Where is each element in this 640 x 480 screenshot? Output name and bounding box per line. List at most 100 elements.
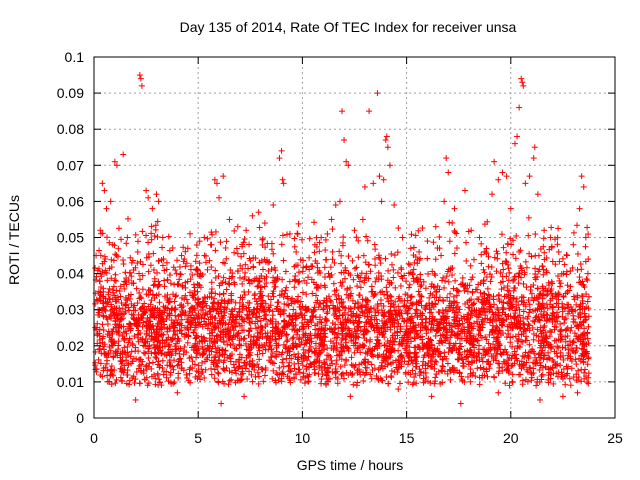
data-point [245,265,252,272]
data-point [154,218,161,225]
data-point [325,270,332,277]
data-point [554,309,561,316]
y-tick-label: 0.07 [57,157,84,173]
data-point [303,291,310,298]
y-tick-label: 0 [76,410,84,426]
data-point [524,368,531,375]
data-point [212,274,219,281]
data-point [139,272,146,279]
data-point [363,233,370,240]
data-point [415,288,422,295]
data-point [584,224,591,231]
data-point [576,274,583,281]
data-point [467,378,474,385]
data-point [215,370,222,377]
data-point [547,327,554,334]
data-point [322,247,329,254]
data-point [96,345,103,352]
data-point [145,348,152,355]
data-point [145,355,152,362]
data-point [222,279,229,286]
data-point [512,255,519,262]
data-point [531,318,538,325]
x-tick-label: 15 [399,430,415,446]
data-point [394,269,401,276]
data-point [555,273,562,280]
data-point [503,249,510,256]
data-point [329,226,336,233]
y-tick-label: 0.1 [65,49,85,65]
data-point [584,298,591,305]
data-point [523,284,530,291]
data-point [394,316,401,323]
data-point [585,370,592,377]
y-tick-label: 0.06 [57,193,84,209]
data-point [340,375,347,382]
data-point [193,252,200,259]
data-point [389,261,396,268]
data-point [398,266,405,273]
data-point [465,358,472,365]
data-point [326,273,333,280]
data-point [444,294,451,301]
data-point [573,361,580,368]
data-point [278,370,285,377]
data-point [216,291,223,298]
data-point [147,262,154,269]
data-point [432,272,439,279]
data-point [454,287,461,294]
data-point [554,241,561,248]
data-point [176,350,183,357]
chart-title: Day 135 of 2014, Rate Of TEC Index for r… [180,19,517,35]
data-point [512,298,519,305]
data-point [228,376,235,383]
data-point [439,362,446,369]
data-point [368,283,375,290]
data-point [433,288,440,295]
y-tick-label: 0.05 [57,230,84,246]
data-point [231,227,238,234]
data-point [209,231,216,238]
data-point [395,303,402,310]
data-point [436,286,443,293]
data-point [233,245,240,252]
data-point [555,225,562,232]
data-point [177,320,184,327]
data-point [176,276,183,283]
data-point [330,280,337,287]
x-tick-label: 25 [607,430,623,446]
data-point [337,363,344,370]
data-point [295,220,302,227]
data-point [225,381,232,388]
data-point [224,341,231,348]
data-point [345,253,352,260]
data-point [500,284,507,291]
data-point [500,266,507,273]
data-point [299,362,306,369]
data-point [536,359,543,366]
data-point [494,250,501,257]
data-point [353,382,360,389]
data-point [413,380,420,387]
data-point [540,235,547,242]
data-point [327,264,334,271]
data-point [137,276,144,283]
data-point [312,292,319,299]
x-tick-label: 0 [90,430,98,446]
data-point [297,298,304,305]
data-point [562,381,569,388]
data-point [552,261,559,268]
data-point [396,380,403,387]
data-point [295,293,302,300]
data-point [131,333,138,340]
data-point [184,300,191,307]
y-tick-label: 0.02 [57,338,84,354]
data-point [401,317,408,324]
data-point [490,357,497,364]
data-point [388,250,395,257]
data-point [506,269,513,276]
data-point [182,248,189,255]
data-point [306,235,313,242]
data-point [169,244,176,251]
data-point [478,251,485,258]
